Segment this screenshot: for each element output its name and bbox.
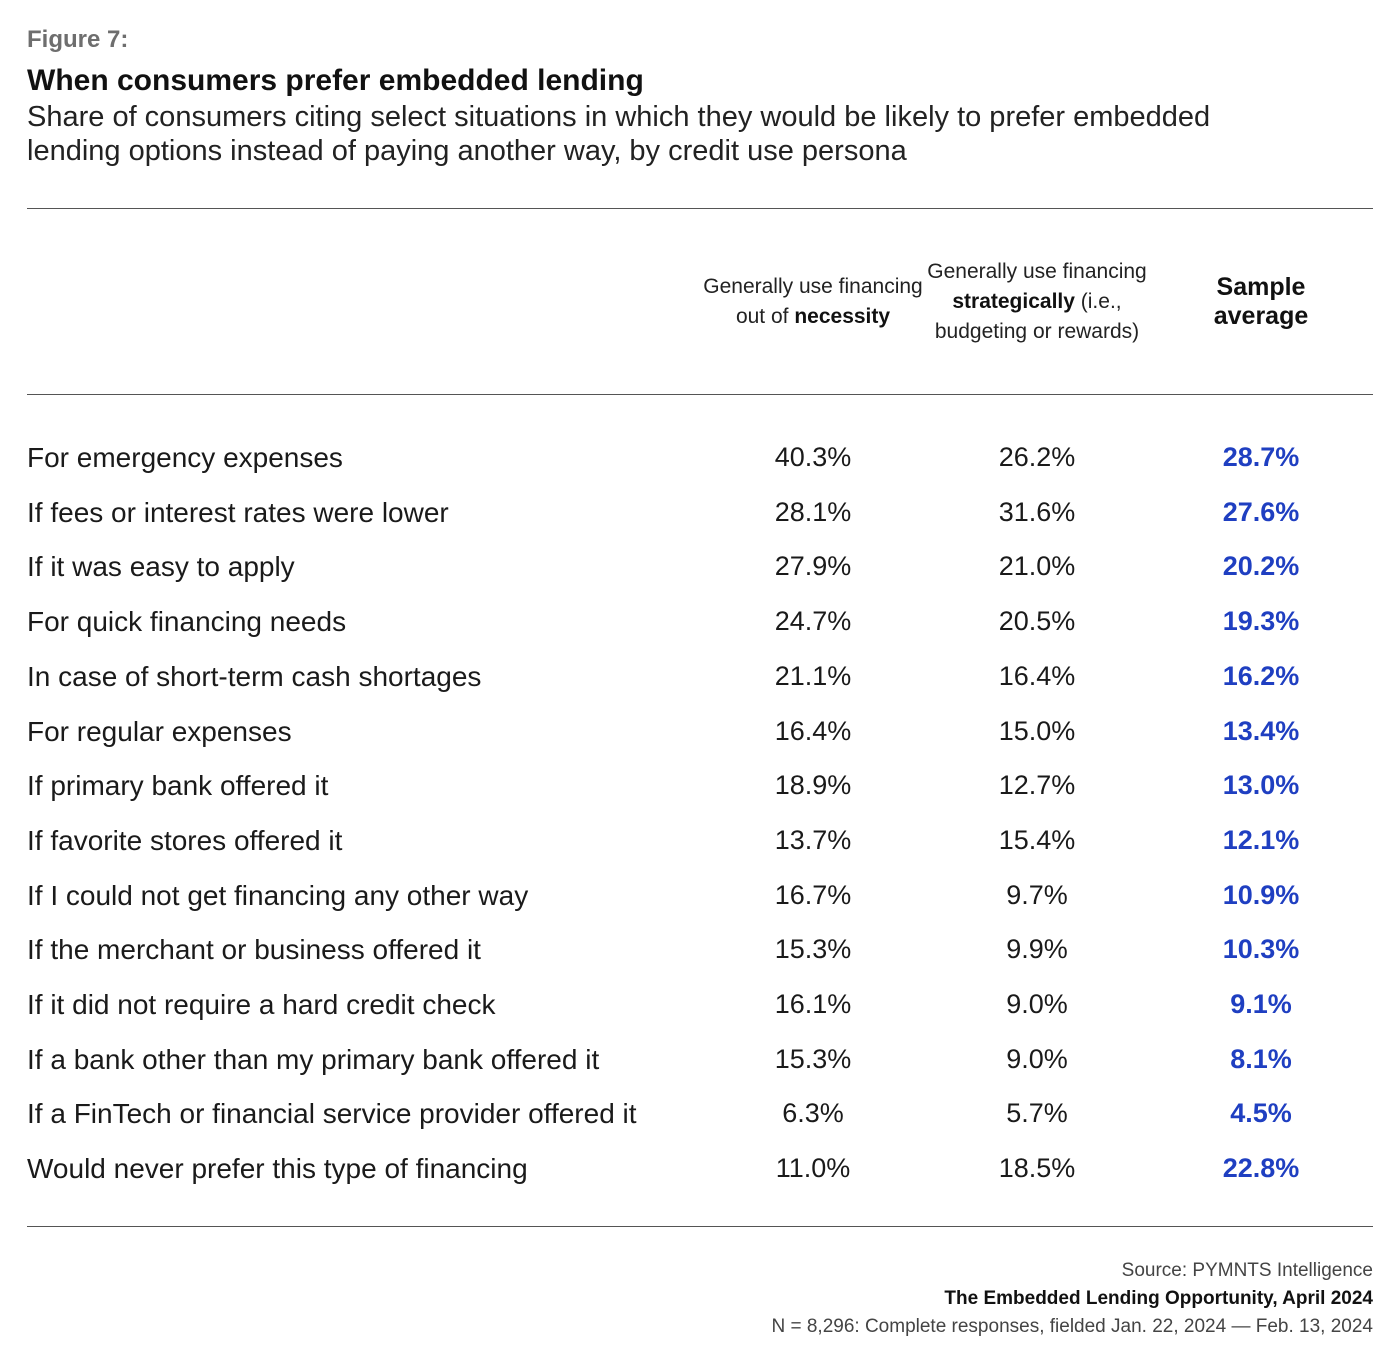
value-average: 13.4% [1222, 715, 1300, 746]
table-row: If it did not require a hard credit chec… [27, 977, 1373, 1032]
value-necessity: 27.9% [774, 551, 852, 582]
value-necessity: 13.7% [774, 824, 852, 855]
value-strategic: 9.7% [1006, 879, 1068, 910]
column-header-necessity: Generally use financing out of necessity [698, 224, 928, 380]
value-necessity: 16.1% [774, 989, 852, 1019]
value-average: 9.1% [1230, 989, 1292, 1019]
table-row: If a bank other than my primary bank off… [27, 1032, 1373, 1087]
chart-subtitle: Share of consumers citing select situati… [27, 101, 1211, 167]
value-strategic: 21.0% [998, 551, 1076, 582]
table-row: In case of short-term cash shortages 21.1… [27, 649, 1373, 704]
table-row: If the merchant or business offered it 15… [27, 922, 1373, 977]
figure-label: Figure 7: [27, 26, 129, 53]
column-header-strategic-emphasis: strategically [952, 290, 1075, 313]
row-label: If it was easy to apply [27, 551, 295, 583]
value-strategic: 15.4% [998, 824, 1076, 855]
table-row: If I could not get financing any other w… [27, 868, 1373, 923]
column-header-necessity-text: Generally use financing out of [703, 275, 923, 328]
value-necessity: 15.3% [774, 934, 852, 965]
row-label: For regular expenses [27, 715, 292, 747]
value-average: 4.5% [1230, 1098, 1292, 1129]
value-average: 27.6% [1222, 496, 1300, 527]
row-label: If a bank other than my primary bank off… [27, 1043, 600, 1075]
row-label: For quick financing needs [27, 606, 347, 638]
value-average: 19.3% [1222, 606, 1300, 637]
value-strategic: 31.6% [998, 496, 1076, 527]
table-row: Would never prefer this type of financin… [27, 1141, 1373, 1196]
row-label: If I could not get financing any other w… [27, 879, 529, 911]
value-necessity: 40.3% [774, 442, 852, 472]
row-label: If the merchant or business offered it [27, 934, 481, 966]
value-necessity: 21.1% [774, 660, 852, 691]
table-row: For quick financing needs 24.7% 20.5% 19.3% [27, 594, 1373, 649]
value-necessity: 18.9% [774, 770, 852, 801]
value-necessity: 16.7% [774, 879, 852, 910]
header-divider [27, 394, 1373, 395]
value-necessity: 28.1% [774, 496, 852, 527]
value-strategic: 26.2% [998, 442, 1076, 472]
value-strategic: 12.7% [998, 770, 1076, 801]
value-strategic: 9.0% [1006, 989, 1068, 1019]
table-row: If favorite stores offered it 13.7% 15.4% 1… [27, 813, 1373, 868]
source-line: Source: PYMNTS Intelligence [1121, 1260, 1373, 1281]
column-header-strategic-text: Generally use financing [927, 260, 1147, 283]
chart-title: When consumers prefer embedded lending [27, 64, 644, 97]
value-average: 28.7% [1222, 442, 1300, 472]
value-necessity: 11.0% [775, 1153, 851, 1184]
row-label: If a FinTech or financial service provid… [27, 1098, 637, 1130]
row-label: Would never prefer this type of financin… [27, 1153, 528, 1185]
value-necessity: 15.3% [774, 1043, 852, 1074]
value-average: 12.1% [1222, 824, 1300, 855]
table-row: If a FinTech or financial service provid… [27, 1086, 1373, 1141]
row-label: If primary bank offered it [27, 770, 329, 802]
value-necessity: 6.3% [782, 1098, 844, 1129]
value-strategic: 9.0% [1006, 1043, 1068, 1074]
value-strategic: 20.5% [998, 606, 1076, 637]
row-label: If favorite stores offered it [27, 824, 343, 856]
table-row: For regular expenses 16.4% 15.0% 13.4% [27, 704, 1373, 759]
value-necessity: 16.4% [774, 715, 852, 746]
column-header-necessity-emphasis: necessity [794, 305, 891, 328]
row-label: For emergency expenses [27, 442, 343, 473]
column-header-average-text: Sample average [1213, 273, 1309, 330]
value-necessity: 24.7% [774, 606, 852, 637]
value-strategic: 15.0% [998, 715, 1076, 746]
value-strategic: 5.7% [1006, 1098, 1068, 1129]
report-title: The Embedded Lending Opportunity, April … [944, 1288, 1373, 1309]
value-average: 10.9% [1222, 879, 1300, 910]
row-label: If it did not require a hard credit chec… [27, 989, 496, 1020]
table-row: If primary bank offered it 18.9% 12.7% 13.0… [27, 758, 1373, 813]
value-average: 10.3% [1222, 934, 1300, 965]
table-row: For emergency expenses 40.3% 26.2% 28.7% [27, 430, 1373, 485]
value-average: 8.1% [1230, 1043, 1292, 1074]
bottom-divider [27, 1226, 1373, 1227]
top-divider [27, 208, 1373, 209]
table-row: If it was easy to apply 27.9% 21.0% 20.2% [27, 539, 1373, 594]
column-header-strategic: Generally use financing strategically (i… [922, 224, 1152, 380]
value-strategic: 16.4% [998, 660, 1076, 691]
value-average: 22.8% [1222, 1153, 1300, 1184]
table-row: If fees or interest rates were lower 28.1… [27, 485, 1373, 540]
row-label: In case of short-term cash shortages [27, 660, 482, 692]
value-average: 20.2% [1222, 551, 1300, 582]
sample-note: N = 8,296: Complete responses, fielded J… [771, 1316, 1373, 1337]
row-label: If fees or interest rates were lower [27, 496, 449, 528]
value-average: 16.2% [1222, 660, 1300, 691]
column-header-average: Sample average [1146, 224, 1376, 380]
column-header-strategic-note: (i.e., budgeting or rewards) [934, 290, 1140, 343]
value-average: 13.0% [1222, 770, 1300, 801]
value-strategic: 18.5% [998, 1153, 1076, 1184]
value-strategic: 9.9% [1006, 934, 1068, 965]
